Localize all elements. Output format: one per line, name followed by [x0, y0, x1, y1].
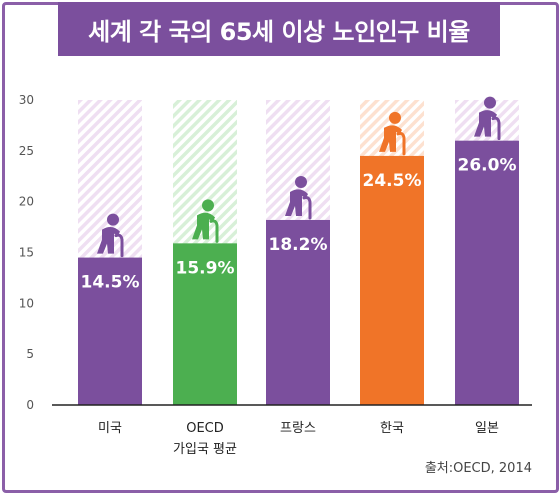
bar-value-label: 15.9%	[176, 258, 235, 278]
category-label: 한국	[380, 421, 404, 436]
source-note: 출처:OECD, 2014	[424, 461, 532, 476]
category-sublabel: 가입국 평균	[173, 442, 237, 457]
y-tick-label: 20	[19, 195, 34, 209]
bar	[455, 140, 519, 405]
y-tick-label: 30	[19, 93, 34, 107]
y-tick-label: 5	[26, 347, 34, 361]
category-label: 프랑스	[280, 421, 316, 436]
category-label: OECD	[186, 421, 224, 436]
bar	[78, 257, 142, 405]
category-label: 미국	[98, 421, 122, 436]
elderly-person-icon	[97, 213, 124, 258]
y-tick-label: 0	[26, 398, 34, 412]
bar	[173, 243, 237, 405]
category-label: 일본	[475, 421, 499, 436]
bar-value-label: 24.5%	[363, 171, 422, 191]
elderly-person-icon	[474, 96, 501, 141]
elderly-person-icon	[379, 111, 406, 156]
bar-value-label: 18.2%	[269, 235, 328, 255]
bar	[266, 219, 330, 405]
elderly-person-icon	[285, 175, 312, 220]
y-tick-label: 25	[19, 144, 34, 158]
bar-value-label: 14.5%	[81, 273, 140, 293]
chart-title: 세계 각 국의 65세 이상 노인인구 비율	[58, 2, 500, 56]
bar-value-label: 26.0%	[458, 156, 517, 176]
bar	[360, 155, 424, 405]
elderly-person-icon	[192, 199, 219, 243]
y-tick-label: 15	[19, 246, 34, 260]
y-tick-label: 10	[19, 296, 34, 310]
